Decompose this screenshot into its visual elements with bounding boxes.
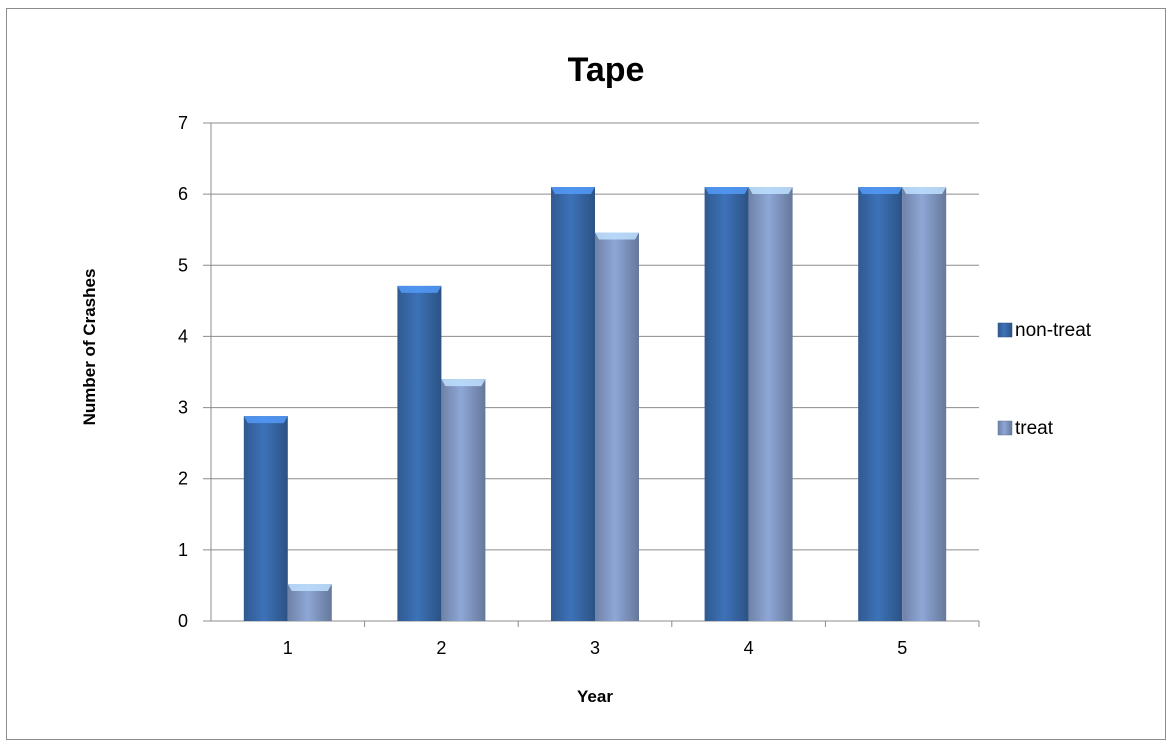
bar-bevel xyxy=(748,187,793,195)
x-tick-label: 3 xyxy=(590,638,600,658)
chart-frame: Tape 0 1 2 3 4 5 6 7 1 2 3 4 5 Year Number of Crash… xyxy=(6,8,1166,740)
y-tick-label: 3 xyxy=(178,398,188,418)
legend-swatch xyxy=(997,420,1013,436)
bar-non-treat-2 xyxy=(397,285,442,621)
bar-body xyxy=(243,416,288,621)
chart-title: Tape xyxy=(568,51,645,89)
bar-body xyxy=(397,285,442,621)
bar-body xyxy=(595,232,639,621)
legend-item-treat: treat xyxy=(997,418,1054,439)
bar-bevel xyxy=(551,187,595,195)
bar-treat-2 xyxy=(441,379,486,621)
bar-non-treat-4 xyxy=(704,187,749,621)
legend-label: non-treat xyxy=(1015,320,1092,341)
bar-bevel xyxy=(243,416,288,424)
x-tick-label: 2 xyxy=(436,638,446,658)
x-axis-title: Year xyxy=(577,687,613,706)
bar-bevel xyxy=(287,584,332,592)
bars xyxy=(243,187,947,621)
bar-body xyxy=(551,187,595,621)
bar-body xyxy=(902,187,947,621)
x-tick-label: 1 xyxy=(283,638,293,658)
bar-non-treat-1 xyxy=(243,416,288,621)
x-tick-label: 4 xyxy=(744,638,754,658)
x-tick-labels: 1 2 3 4 5 xyxy=(283,638,907,658)
y-tick-label: 2 xyxy=(178,469,188,489)
legend-label: treat xyxy=(1015,418,1054,439)
legend-item-non-treat: non-treat xyxy=(997,320,1092,341)
bar-treat-3 xyxy=(595,232,639,621)
y-tick-label: 4 xyxy=(178,326,188,346)
bar-non-treat-5 xyxy=(858,187,903,621)
bar-treat-5 xyxy=(902,187,947,621)
bar-body xyxy=(704,187,749,621)
bar-bevel xyxy=(441,379,486,387)
bar-body xyxy=(748,187,793,621)
bar-body xyxy=(858,187,903,621)
y-tick-label: 6 xyxy=(178,184,188,204)
bar-bevel xyxy=(704,187,749,195)
bar-non-treat-3 xyxy=(551,187,595,621)
y-tick-labels: 0 1 2 3 4 5 6 7 xyxy=(178,113,188,631)
bar-treat-4 xyxy=(748,187,793,621)
y-tick-label: 5 xyxy=(178,255,188,275)
y-tick-label: 1 xyxy=(178,540,188,560)
legend-swatch xyxy=(997,322,1013,338)
chart: Tape 0 1 2 3 4 5 6 7 1 2 3 4 5 Year Number of Crash… xyxy=(80,51,1092,706)
y-axis-title: Number of Crashes xyxy=(80,269,99,426)
bar-bevel xyxy=(397,285,442,293)
bar-bevel xyxy=(902,187,947,195)
bar-bevel xyxy=(858,187,903,195)
bar-treat-1 xyxy=(287,584,332,621)
y-tick-label: 7 xyxy=(178,113,188,133)
bar-bevel xyxy=(595,232,639,240)
y-tick-label: 0 xyxy=(178,611,188,631)
bar-body xyxy=(441,379,486,621)
x-tick-label: 5 xyxy=(897,638,907,658)
legend: non-treat treat xyxy=(997,320,1092,439)
